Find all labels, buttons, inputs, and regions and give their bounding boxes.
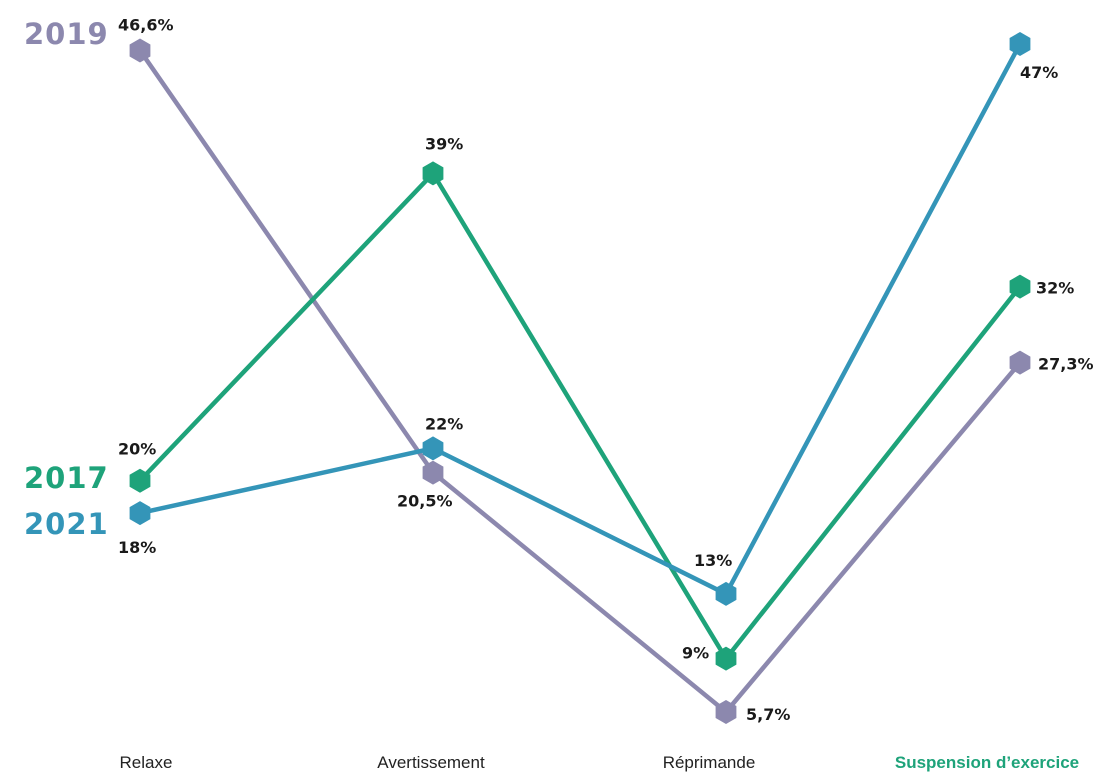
legend-2017: 2017 (24, 461, 109, 495)
series-2017-point (422, 161, 444, 186)
series-legend: 2019 2017 2021 (24, 17, 109, 541)
category-label: Suspension d’exercice (895, 753, 1079, 772)
series-2017-line (137, 171, 1023, 661)
series-2017-value-label: 20% (118, 440, 156, 459)
series-2017-value-label: 9% (682, 644, 709, 663)
series-2017-point (129, 468, 151, 493)
series-2017-value-label: 39% (425, 134, 463, 153)
category-label: Réprimande (663, 753, 756, 772)
series-2019-point (129, 38, 151, 63)
series-2019-point (715, 700, 737, 724)
series-markers (129, 32, 1031, 724)
series-2021-value-label: 22% (425, 414, 463, 433)
series-2019-value-label: 46,6% (118, 15, 174, 34)
series-2021-point (715, 581, 737, 606)
category-labels: Relaxe Avertissement Réprimande Suspension … (120, 753, 1080, 772)
series-2019-value-label: 20,5% (397, 492, 453, 511)
series-2019-line (137, 48, 1023, 715)
value-labels: 46,6% 20,5% 5,7% 27,3% 20% 39% 9% 32% 18% 22% 13% 4… (118, 15, 1094, 724)
legend-2021: 2021 (24, 507, 109, 541)
series-2019-point (1009, 350, 1031, 375)
category-label: Avertissement (377, 753, 485, 772)
series-2021-value-label: 13% (694, 551, 732, 570)
series-2021-point (422, 436, 444, 461)
series-2021-value-label: 47% (1020, 63, 1058, 82)
series-2019-value-label: 27,3% (1038, 355, 1094, 374)
series-2019-value-label: 5,7% (746, 705, 790, 724)
series-lines (137, 41, 1023, 715)
series-2017-value-label: 32% (1036, 279, 1074, 298)
series-2017-point (1009, 274, 1031, 299)
legend-2019: 2019 (24, 17, 109, 51)
series-2021-point (129, 501, 151, 526)
series-2017-point (715, 646, 737, 671)
series-2021-value-label: 18% (118, 538, 156, 557)
series-2021-line (137, 41, 1023, 597)
series-2019-point (422, 460, 444, 485)
category-label: Relaxe (120, 753, 173, 772)
series-2021-point (1009, 32, 1031, 56)
